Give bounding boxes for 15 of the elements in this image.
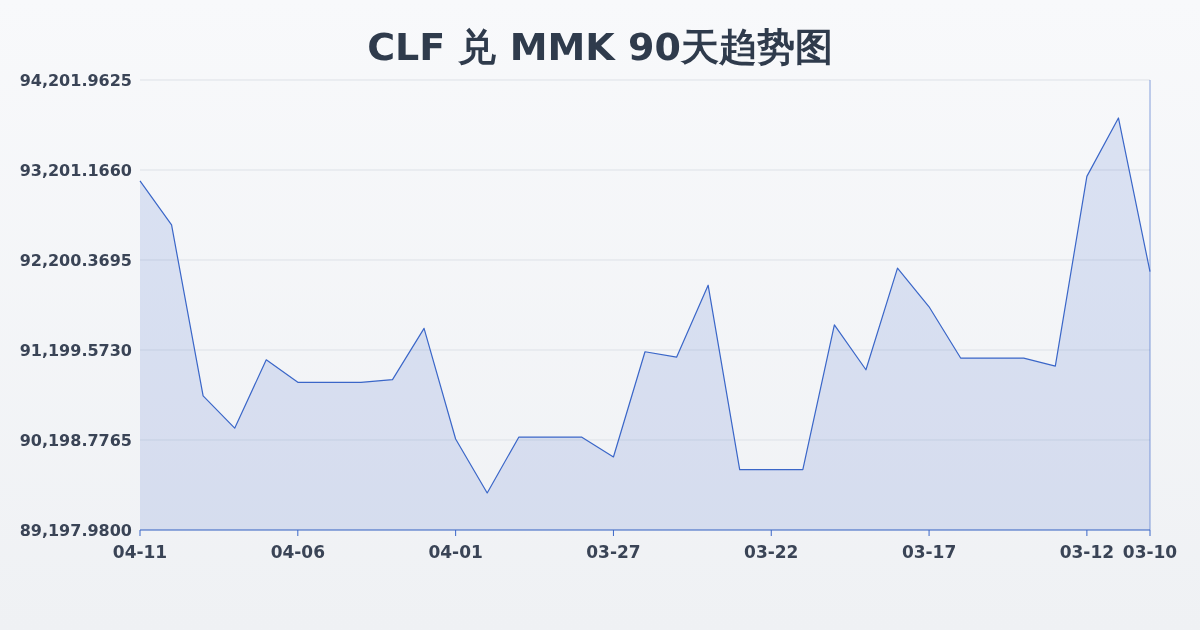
y-tick-label: 94,201.9625 [19,70,132,90]
y-tick-label: 90,198.7765 [19,430,132,450]
x-tick-label: 04-11 [112,542,168,562]
y-tick-label: 89,197.9800 [19,520,132,540]
chart-title: CLF 兑 MMK 90天趋势图 [367,25,833,69]
x-tick-label: 04-06 [270,542,325,562]
x-tick-label: 04-01 [428,542,483,562]
y-tick-label: 91,199.5730 [19,340,132,360]
x-tick-label: 03-27 [586,542,641,562]
x-tick-label: 03-17 [901,542,957,562]
x-tick-label: 03-10 [1122,542,1178,562]
x-tick-label: 03-12 [1059,542,1115,562]
y-tick-label: 93,201.1660 [19,160,132,180]
y-tick-label: 92,200.3695 [19,250,132,270]
x-tick-label: 03-22 [744,542,799,562]
